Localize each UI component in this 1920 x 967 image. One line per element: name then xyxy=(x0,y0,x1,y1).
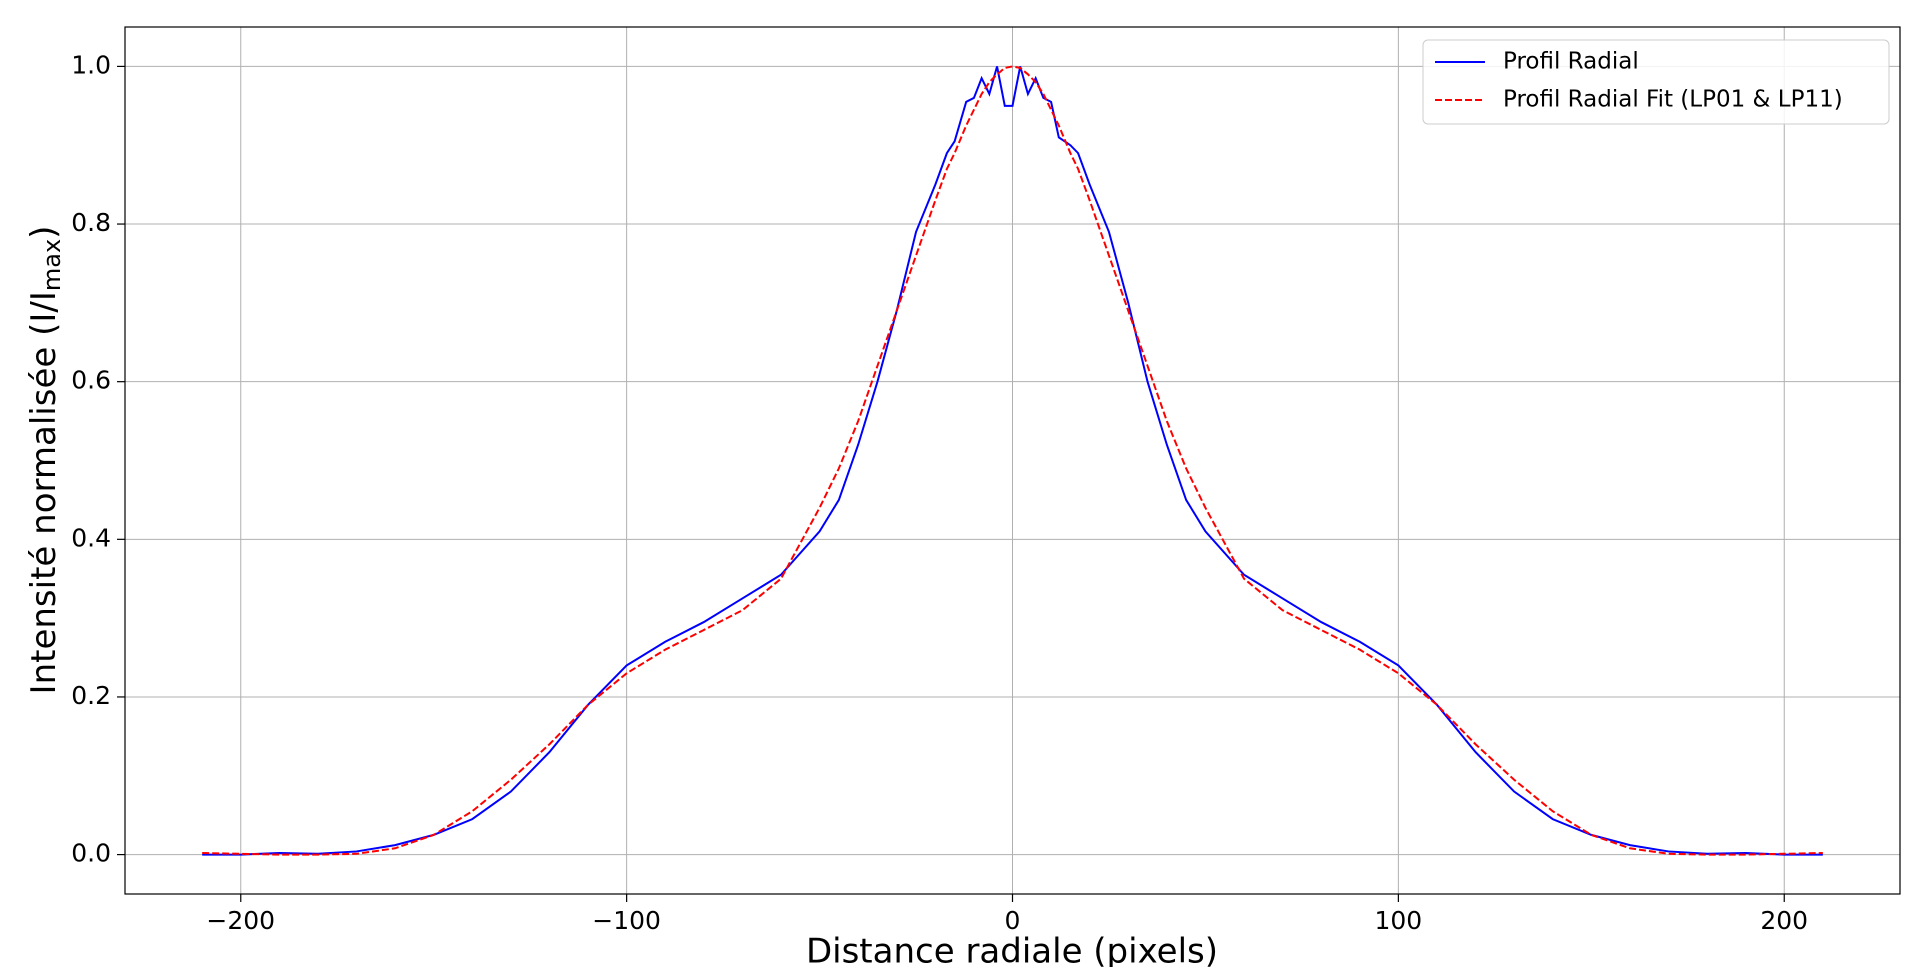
y-tick-label: 0.4 xyxy=(71,523,111,552)
y-label-suffix: ) xyxy=(24,226,64,239)
y-tick-label: 0.2 xyxy=(71,681,111,710)
x-tick-label: −200 xyxy=(206,906,275,935)
x-tick-label: 100 xyxy=(1375,906,1423,935)
legend-label: Profil Radial Fit (LP01 & LP11) xyxy=(1503,87,1843,113)
y-tick-label: 0.0 xyxy=(71,839,111,868)
series-line xyxy=(202,65,1823,856)
series-line xyxy=(202,66,1823,856)
y-tick-label: 0.8 xyxy=(71,208,111,237)
y-label-sub: max xyxy=(38,239,66,291)
y-tick-label: 0.6 xyxy=(71,366,111,395)
plot-frame xyxy=(124,26,1901,895)
x-tick-label: −100 xyxy=(592,906,661,935)
legend-box xyxy=(1422,39,1890,125)
x-tick-label: 0 xyxy=(1005,906,1021,935)
y-label-text: Intensité normalisée (I/I xyxy=(24,291,64,694)
legend-label: Profil Radial xyxy=(1503,49,1639,75)
x-axis-label: Distance radiale (pixels) xyxy=(806,932,1218,967)
y-axis-label: Intensité normalisée (I/Imax) xyxy=(24,226,67,695)
x-tick-label: 200 xyxy=(1760,906,1808,935)
y-tick-label: 1.0 xyxy=(71,50,111,79)
